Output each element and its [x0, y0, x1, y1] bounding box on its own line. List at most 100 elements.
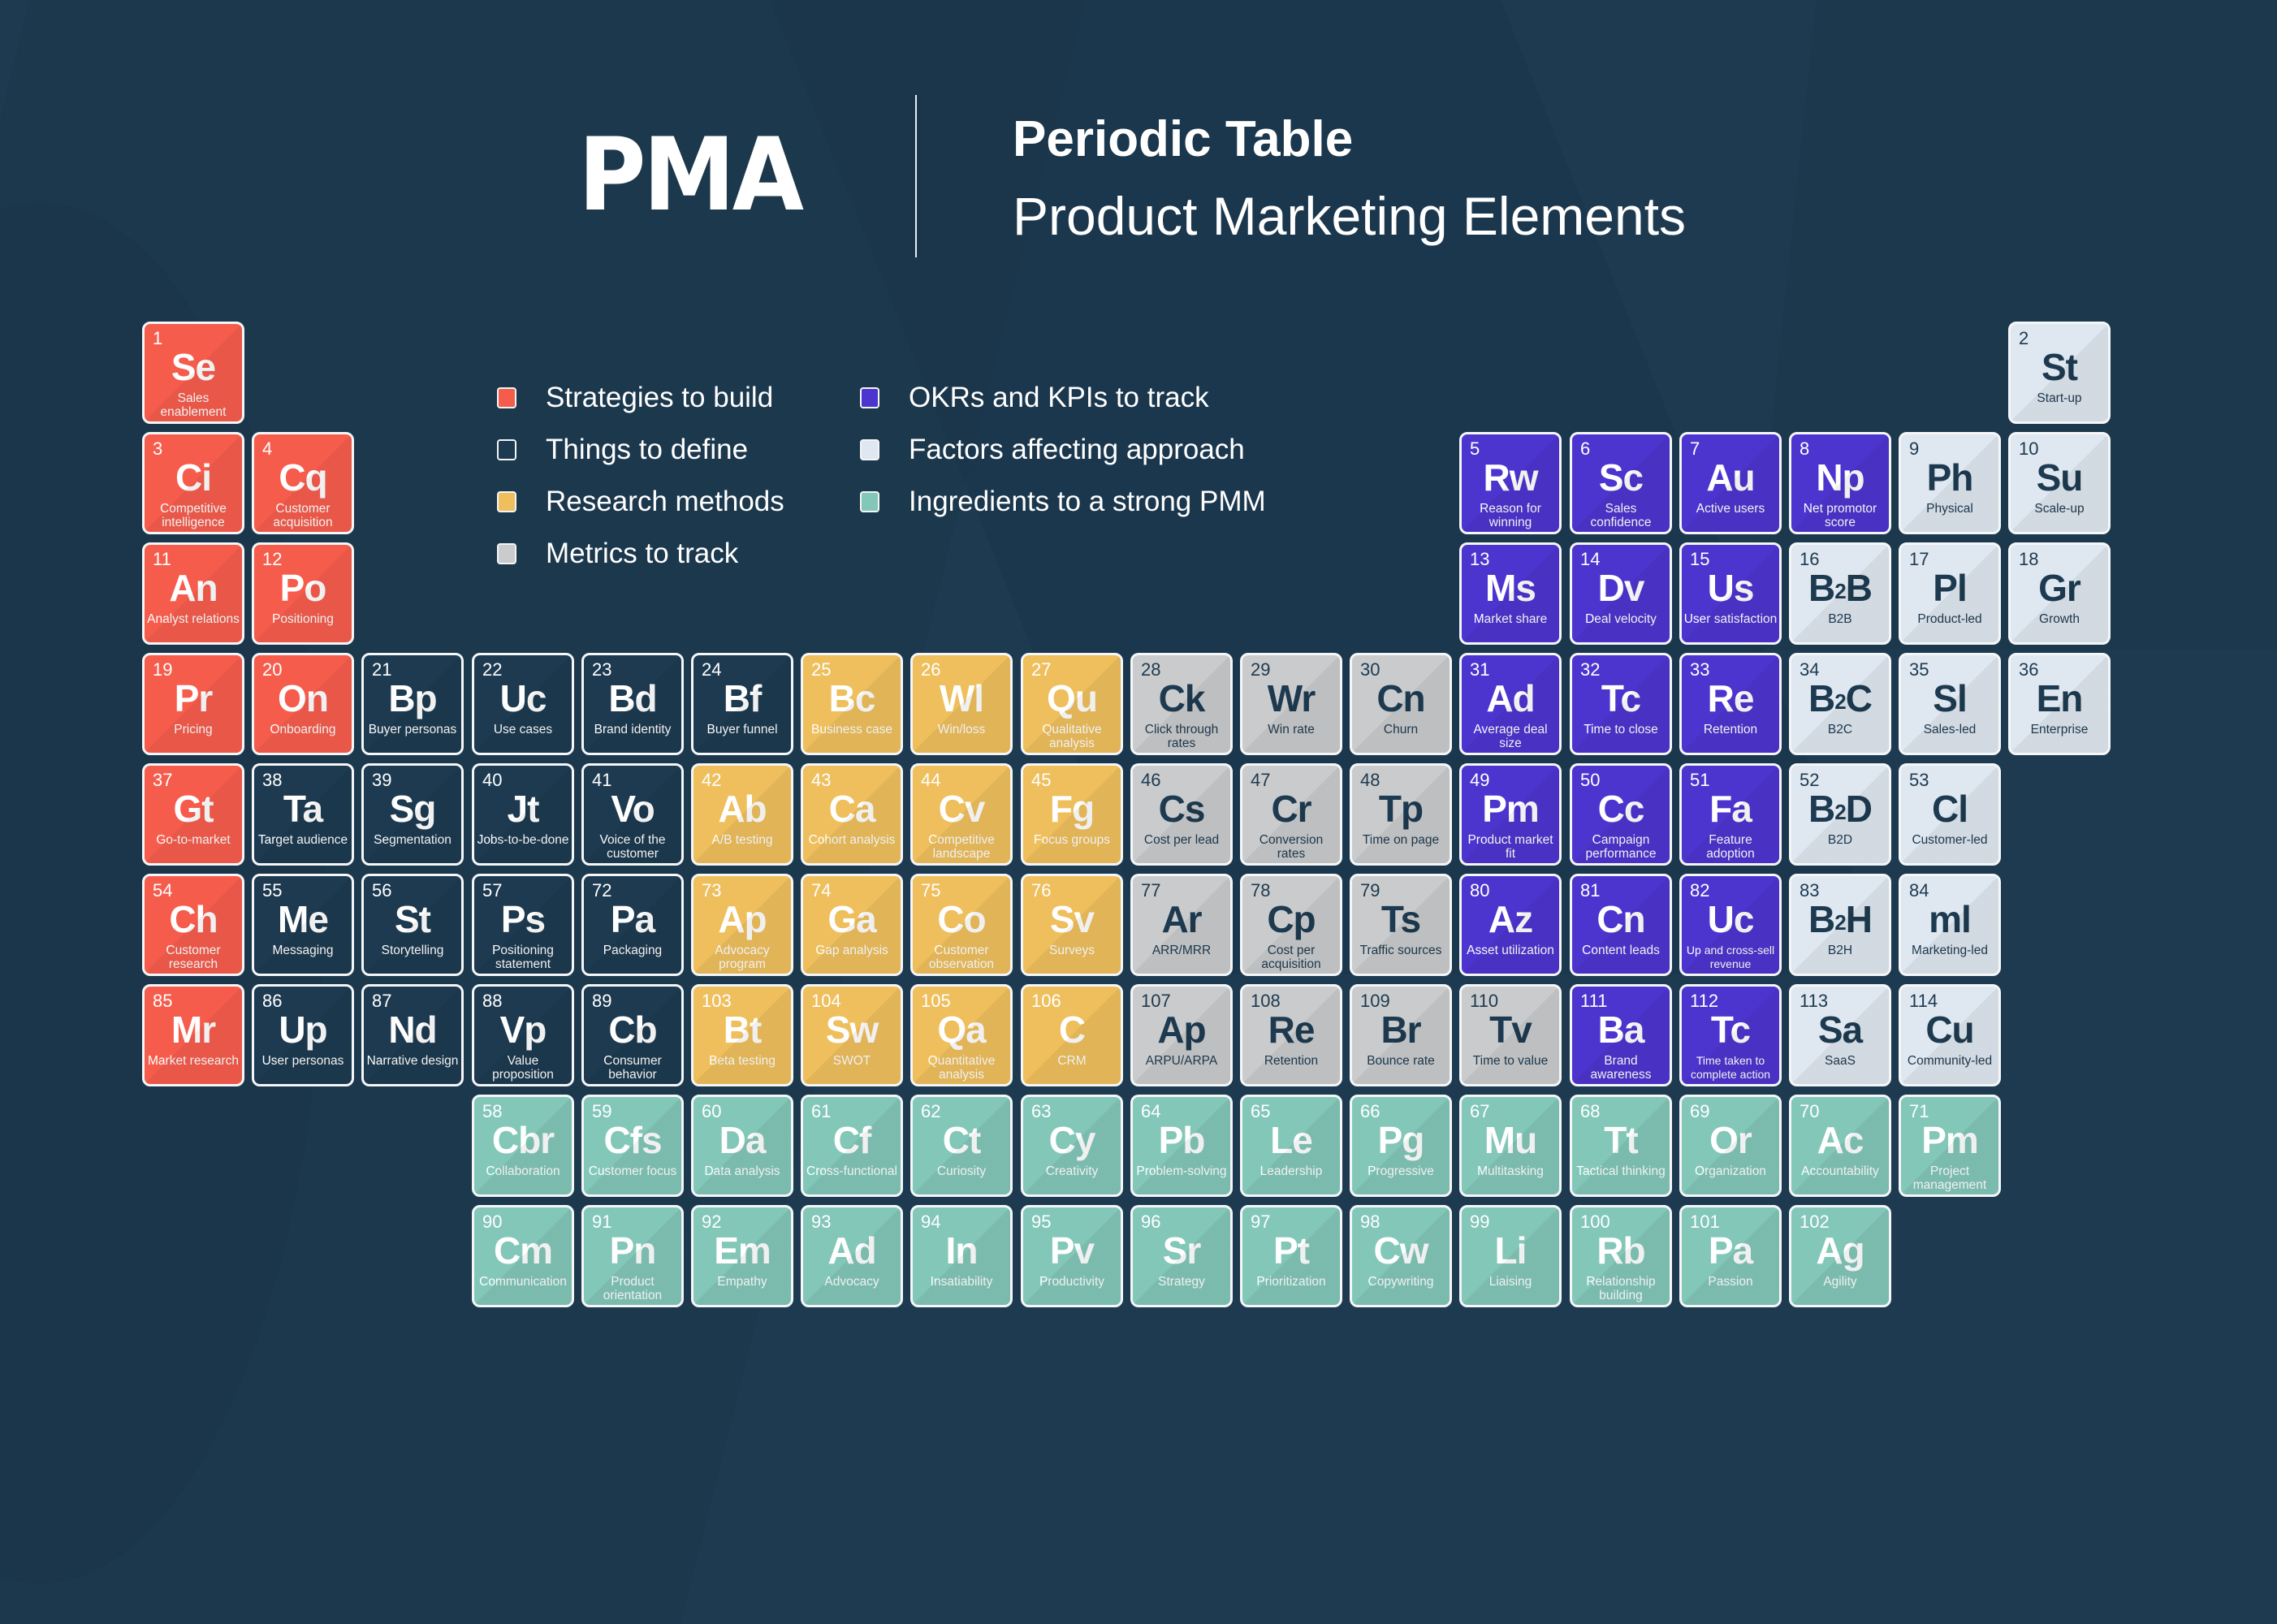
- element-tile[interactable]: 6 Sc Sales confidence: [1570, 432, 1672, 534]
- element-tile[interactable]: 38 Ta Target audience: [252, 763, 354, 866]
- element-tile[interactable]: 44 Cv Competitive landscape: [910, 763, 1013, 866]
- element-tile[interactable]: 34 B2C B2C: [1789, 653, 1891, 755]
- element-tile[interactable]: 45 Fg Focus groups: [1021, 763, 1123, 866]
- element-tile[interactable]: 81 Cn Content leads: [1570, 874, 1672, 976]
- element-tile[interactable]: 89 Cb Consumer behavior: [581, 984, 684, 1086]
- element-tile[interactable]: 56 St Storytelling: [361, 874, 464, 976]
- element-tile[interactable]: 10 Su Scale-up: [2008, 432, 2111, 534]
- element-tile[interactable]: 29 Wr Win rate: [1240, 653, 1342, 755]
- element-tile[interactable]: 17 Pl Product-led: [1899, 542, 2001, 645]
- element-tile[interactable]: 99 Li Liaising: [1459, 1205, 1562, 1307]
- element-tile[interactable]: 70 Ac Accountability: [1789, 1095, 1891, 1197]
- element-tile[interactable]: 97 Pt Prioritization: [1240, 1205, 1342, 1307]
- element-tile[interactable]: 39 Sg Segmentation: [361, 763, 464, 866]
- element-tile[interactable]: 58 Cbr Collaboration: [472, 1095, 574, 1197]
- element-tile[interactable]: 62 Ct Curiosity: [910, 1095, 1013, 1197]
- element-tile[interactable]: 37 Gt Go-to-market: [142, 763, 244, 866]
- element-tile[interactable]: 66 Pg Progressive: [1350, 1095, 1452, 1197]
- element-tile[interactable]: 52 B2D B2D: [1789, 763, 1891, 866]
- element-tile[interactable]: 13 Ms Market share: [1459, 542, 1562, 645]
- element-tile[interactable]: 19 Pr Pricing: [142, 653, 244, 755]
- element-tile[interactable]: 107 Ap ARPU/ARPA: [1130, 984, 1233, 1086]
- element-tile[interactable]: 3 Ci Competitive intelligence: [142, 432, 244, 534]
- element-tile[interactable]: 113 Sa SaaS: [1789, 984, 1891, 1086]
- element-tile[interactable]: 103 Bt Beta testing: [691, 984, 793, 1086]
- element-tile[interactable]: 100 Rb Relationship building: [1570, 1205, 1672, 1307]
- element-tile[interactable]: 16 B2B B2B: [1789, 542, 1891, 645]
- element-tile[interactable]: 75 Co Customer observation: [910, 874, 1013, 976]
- element-tile[interactable]: 112 Tc Time taken to complete action: [1679, 984, 1782, 1086]
- element-tile[interactable]: 4 Cq Customer acquisition: [252, 432, 354, 534]
- element-tile[interactable]: 1 Se Sales enablement: [142, 322, 244, 424]
- element-tile[interactable]: 78 Cp Cost per acquisition: [1240, 874, 1342, 976]
- element-tile[interactable]: 36 En Enterprise: [2008, 653, 2111, 755]
- element-tile[interactable]: 18 Gr Growth: [2008, 542, 2111, 645]
- element-tile[interactable]: 83 B2H B2H: [1789, 874, 1891, 976]
- element-tile[interactable]: 7 Au Active users: [1679, 432, 1782, 534]
- element-tile[interactable]: 9 Ph Physical: [1899, 432, 2001, 534]
- element-tile[interactable]: 71 Pm Project management: [1899, 1095, 2001, 1197]
- element-tile[interactable]: 90 Cm Communication: [472, 1205, 574, 1307]
- element-tile[interactable]: 30 Cn Churn: [1350, 653, 1452, 755]
- element-tile[interactable]: 61 Cf Cross-functional: [801, 1095, 903, 1197]
- element-tile[interactable]: 88 Vp Value proposition: [472, 984, 574, 1086]
- element-tile[interactable]: 77 Ar ARR/MRR: [1130, 874, 1233, 976]
- element-tile[interactable]: 47 Cr Conversion rates: [1240, 763, 1342, 866]
- element-tile[interactable]: 93 Ad Advocacy: [801, 1205, 903, 1307]
- element-tile[interactable]: 33 Re Retention: [1679, 653, 1782, 755]
- element-tile[interactable]: 106 C CRM: [1021, 984, 1123, 1086]
- element-tile[interactable]: 65 Le Leadership: [1240, 1095, 1342, 1197]
- element-tile[interactable]: 74 Ga Gap analysis: [801, 874, 903, 976]
- element-tile[interactable]: 84 ml Marketing-led: [1899, 874, 2001, 976]
- element-tile[interactable]: 54 Ch Customer research: [142, 874, 244, 976]
- element-tile[interactable]: 25 Bc Business case: [801, 653, 903, 755]
- element-tile[interactable]: 28 Ck Click through rates: [1130, 653, 1233, 755]
- element-tile[interactable]: 57 Ps Positioning statement: [472, 874, 574, 976]
- element-tile[interactable]: 53 Cl Customer-led: [1899, 763, 2001, 866]
- element-tile[interactable]: 41 Vo Voice of the customer: [581, 763, 684, 866]
- element-tile[interactable]: 46 Cs Cost per lead: [1130, 763, 1233, 866]
- element-tile[interactable]: 86 Up User personas: [252, 984, 354, 1086]
- element-tile[interactable]: 23 Bd Brand identity: [581, 653, 684, 755]
- element-tile[interactable]: 24 Bf Buyer funnel: [691, 653, 793, 755]
- element-tile[interactable]: 59 Cfs Customer focus: [581, 1095, 684, 1197]
- element-tile[interactable]: 98 Cw Copywriting: [1350, 1205, 1452, 1307]
- element-tile[interactable]: 22 Uc Use cases: [472, 653, 574, 755]
- element-tile[interactable]: 31 Ad Average deal size: [1459, 653, 1562, 755]
- element-tile[interactable]: 11 An Analyst relations: [142, 542, 244, 645]
- element-tile[interactable]: 14 Dv Deal velocity: [1570, 542, 1672, 645]
- element-tile[interactable]: 111 Ba Brand awareness: [1570, 984, 1672, 1086]
- element-tile[interactable]: 85 Mr Market research: [142, 984, 244, 1086]
- element-tile[interactable]: 91 Pn Product orientation: [581, 1205, 684, 1307]
- element-tile[interactable]: 50 Cc Campaign performance: [1570, 763, 1672, 866]
- element-tile[interactable]: 73 Ap Advocacy program: [691, 874, 793, 976]
- element-tile[interactable]: 82 Uc Up and cross-sell revenue: [1679, 874, 1782, 976]
- element-tile[interactable]: 2 St Start-up: [2008, 322, 2111, 424]
- element-tile[interactable]: 76 Sv Surveys: [1021, 874, 1123, 976]
- element-tile[interactable]: 114 Cu Community-led: [1899, 984, 2001, 1086]
- element-tile[interactable]: 105 Qa Quantitative analysis: [910, 984, 1013, 1086]
- element-tile[interactable]: 21 Bp Buyer personas: [361, 653, 464, 755]
- element-tile[interactable]: 94 In Insatiability: [910, 1205, 1013, 1307]
- element-tile[interactable]: 95 Pv Productivity: [1021, 1205, 1123, 1307]
- element-tile[interactable]: 15 Us User satisfaction: [1679, 542, 1782, 645]
- element-tile[interactable]: 60 Da Data analysis: [691, 1095, 793, 1197]
- element-tile[interactable]: 104 Sw SWOT: [801, 984, 903, 1086]
- element-tile[interactable]: 101 Pa Passion: [1679, 1205, 1782, 1307]
- element-tile[interactable]: 5 Rw Reason for winning: [1459, 432, 1562, 534]
- element-tile[interactable]: 42 Ab A/B testing: [691, 763, 793, 866]
- element-tile[interactable]: 96 Sr Strategy: [1130, 1205, 1233, 1307]
- element-tile[interactable]: 20 On Onboarding: [252, 653, 354, 755]
- element-tile[interactable]: 32 Tc Time to close: [1570, 653, 1672, 755]
- element-tile[interactable]: 72 Pa Packaging: [581, 874, 684, 976]
- element-tile[interactable]: 69 Or Organization: [1679, 1095, 1782, 1197]
- element-tile[interactable]: 43 Ca Cohort analysis: [801, 763, 903, 866]
- element-tile[interactable]: 110 Tv Time to value: [1459, 984, 1562, 1086]
- element-tile[interactable]: 27 Qu Qualitative analysis: [1021, 653, 1123, 755]
- element-tile[interactable]: 87 Nd Narrative design: [361, 984, 464, 1086]
- element-tile[interactable]: 35 Sl Sales-led: [1899, 653, 2001, 755]
- element-tile[interactable]: 8 Np Net promotor score: [1789, 432, 1891, 534]
- element-tile[interactable]: 108 Re Retention: [1240, 984, 1342, 1086]
- element-tile[interactable]: 64 Pb Problem-solving: [1130, 1095, 1233, 1197]
- element-tile[interactable]: 79 Ts Traffic sources: [1350, 874, 1452, 976]
